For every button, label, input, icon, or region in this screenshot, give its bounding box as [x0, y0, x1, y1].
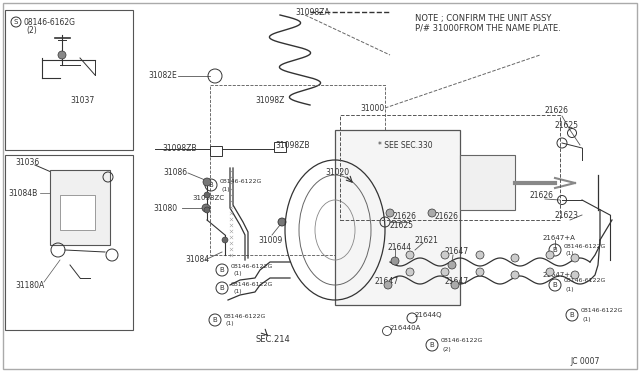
Circle shape — [571, 271, 579, 279]
Text: 21647: 21647 — [445, 247, 469, 257]
Text: 08146-6122G: 08146-6122G — [220, 179, 262, 183]
Text: 31000: 31000 — [360, 103, 384, 112]
Text: 31086: 31086 — [163, 167, 187, 176]
Text: S: S — [14, 19, 18, 25]
Circle shape — [222, 237, 228, 243]
Text: 08146-6122G: 08146-6122G — [224, 314, 266, 318]
Text: 21626: 21626 — [435, 212, 459, 221]
Text: 31098ZC: 31098ZC — [192, 195, 224, 201]
Circle shape — [451, 281, 459, 289]
Text: 31037: 31037 — [70, 96, 94, 105]
Text: (1): (1) — [233, 289, 242, 295]
Circle shape — [203, 178, 211, 186]
Bar — [60, 195, 95, 230]
Circle shape — [406, 268, 414, 276]
Circle shape — [386, 209, 394, 217]
Text: 21623: 21623 — [555, 211, 579, 219]
Text: 08146-6122G: 08146-6122G — [441, 339, 483, 343]
Circle shape — [384, 281, 392, 289]
Text: SEC.214: SEC.214 — [255, 336, 290, 344]
Text: (2): (2) — [26, 26, 36, 35]
Bar — [210, 85, 385, 255]
Circle shape — [391, 257, 399, 265]
Text: 08146-6122G: 08146-6122G — [564, 244, 606, 248]
Text: (1): (1) — [233, 272, 242, 276]
Bar — [274, 142, 286, 152]
Bar — [5, 155, 133, 330]
Text: B: B — [220, 267, 225, 273]
Text: 21626: 21626 — [530, 190, 554, 199]
Bar — [5, 10, 133, 150]
Bar — [210, 146, 222, 156]
Text: B: B — [220, 285, 225, 291]
Text: B: B — [552, 282, 557, 288]
Text: (1): (1) — [226, 321, 235, 327]
Text: 31082E: 31082E — [148, 71, 177, 80]
Text: 08146-6122G: 08146-6122G — [231, 282, 273, 286]
Text: 21647+A: 21647+A — [543, 272, 576, 278]
Circle shape — [204, 192, 210, 198]
Text: 31098ZA: 31098ZA — [295, 7, 330, 16]
Circle shape — [406, 251, 414, 259]
Circle shape — [202, 204, 210, 212]
Bar — [340, 115, 560, 220]
Text: 31098Z: 31098Z — [255, 96, 284, 105]
Text: (2): (2) — [443, 346, 452, 352]
Circle shape — [546, 268, 554, 276]
Text: NOTE ; CONFIRM THE UNIT ASSY: NOTE ; CONFIRM THE UNIT ASSY — [415, 13, 552, 22]
Text: * SEE SEC.330: * SEE SEC.330 — [378, 141, 433, 150]
Text: 216440A: 216440A — [390, 325, 421, 331]
Text: 31180A: 31180A — [15, 280, 44, 289]
Circle shape — [448, 261, 456, 269]
Text: 31084: 31084 — [185, 256, 209, 264]
Text: P/# 31000FROM THE NAME PLATE.: P/# 31000FROM THE NAME PLATE. — [415, 23, 561, 32]
Text: (1): (1) — [583, 317, 591, 321]
Text: 21647+A: 21647+A — [543, 235, 576, 241]
Circle shape — [476, 268, 484, 276]
Text: 31084B: 31084B — [8, 189, 37, 198]
Circle shape — [441, 268, 449, 276]
Text: 31009: 31009 — [258, 235, 282, 244]
Circle shape — [428, 209, 436, 217]
Text: 21621: 21621 — [415, 235, 439, 244]
Text: 21626: 21626 — [545, 106, 569, 115]
Text: 31020: 31020 — [325, 167, 349, 176]
Circle shape — [441, 251, 449, 259]
Bar — [335, 130, 460, 305]
Text: JC 0007: JC 0007 — [570, 357, 600, 366]
Text: 08146-6122G: 08146-6122G — [231, 263, 273, 269]
Circle shape — [58, 51, 66, 59]
Text: 21625: 21625 — [555, 121, 579, 129]
Circle shape — [511, 271, 519, 279]
Circle shape — [204, 207, 210, 213]
Bar — [50, 170, 110, 245]
Text: 31098ZB: 31098ZB — [162, 144, 196, 153]
Text: 08146-6162G: 08146-6162G — [23, 17, 75, 26]
Text: (1): (1) — [566, 251, 575, 257]
Text: 21647: 21647 — [375, 278, 399, 286]
Circle shape — [546, 251, 554, 259]
Text: 08146-6122G: 08146-6122G — [581, 308, 623, 314]
Text: 31036: 31036 — [15, 157, 39, 167]
Text: B: B — [212, 317, 218, 323]
Text: B: B — [209, 182, 213, 188]
Text: 31080: 31080 — [153, 203, 177, 212]
Text: B: B — [552, 247, 557, 253]
Text: 21644Q: 21644Q — [415, 312, 442, 318]
Circle shape — [511, 254, 519, 262]
Text: 21647: 21647 — [445, 278, 469, 286]
Text: 21626: 21626 — [393, 212, 417, 221]
Circle shape — [278, 218, 286, 226]
Text: B: B — [570, 312, 574, 318]
Text: 21625: 21625 — [390, 221, 414, 230]
Bar — [460, 155, 515, 210]
Text: 21644: 21644 — [388, 244, 412, 253]
Text: 31098ZB: 31098ZB — [275, 141, 310, 150]
Circle shape — [571, 254, 579, 262]
Text: 08146-6122G: 08146-6122G — [564, 279, 606, 283]
Text: B: B — [429, 342, 435, 348]
Text: (1): (1) — [566, 286, 575, 292]
Circle shape — [476, 251, 484, 259]
Text: (1): (1) — [222, 186, 230, 192]
